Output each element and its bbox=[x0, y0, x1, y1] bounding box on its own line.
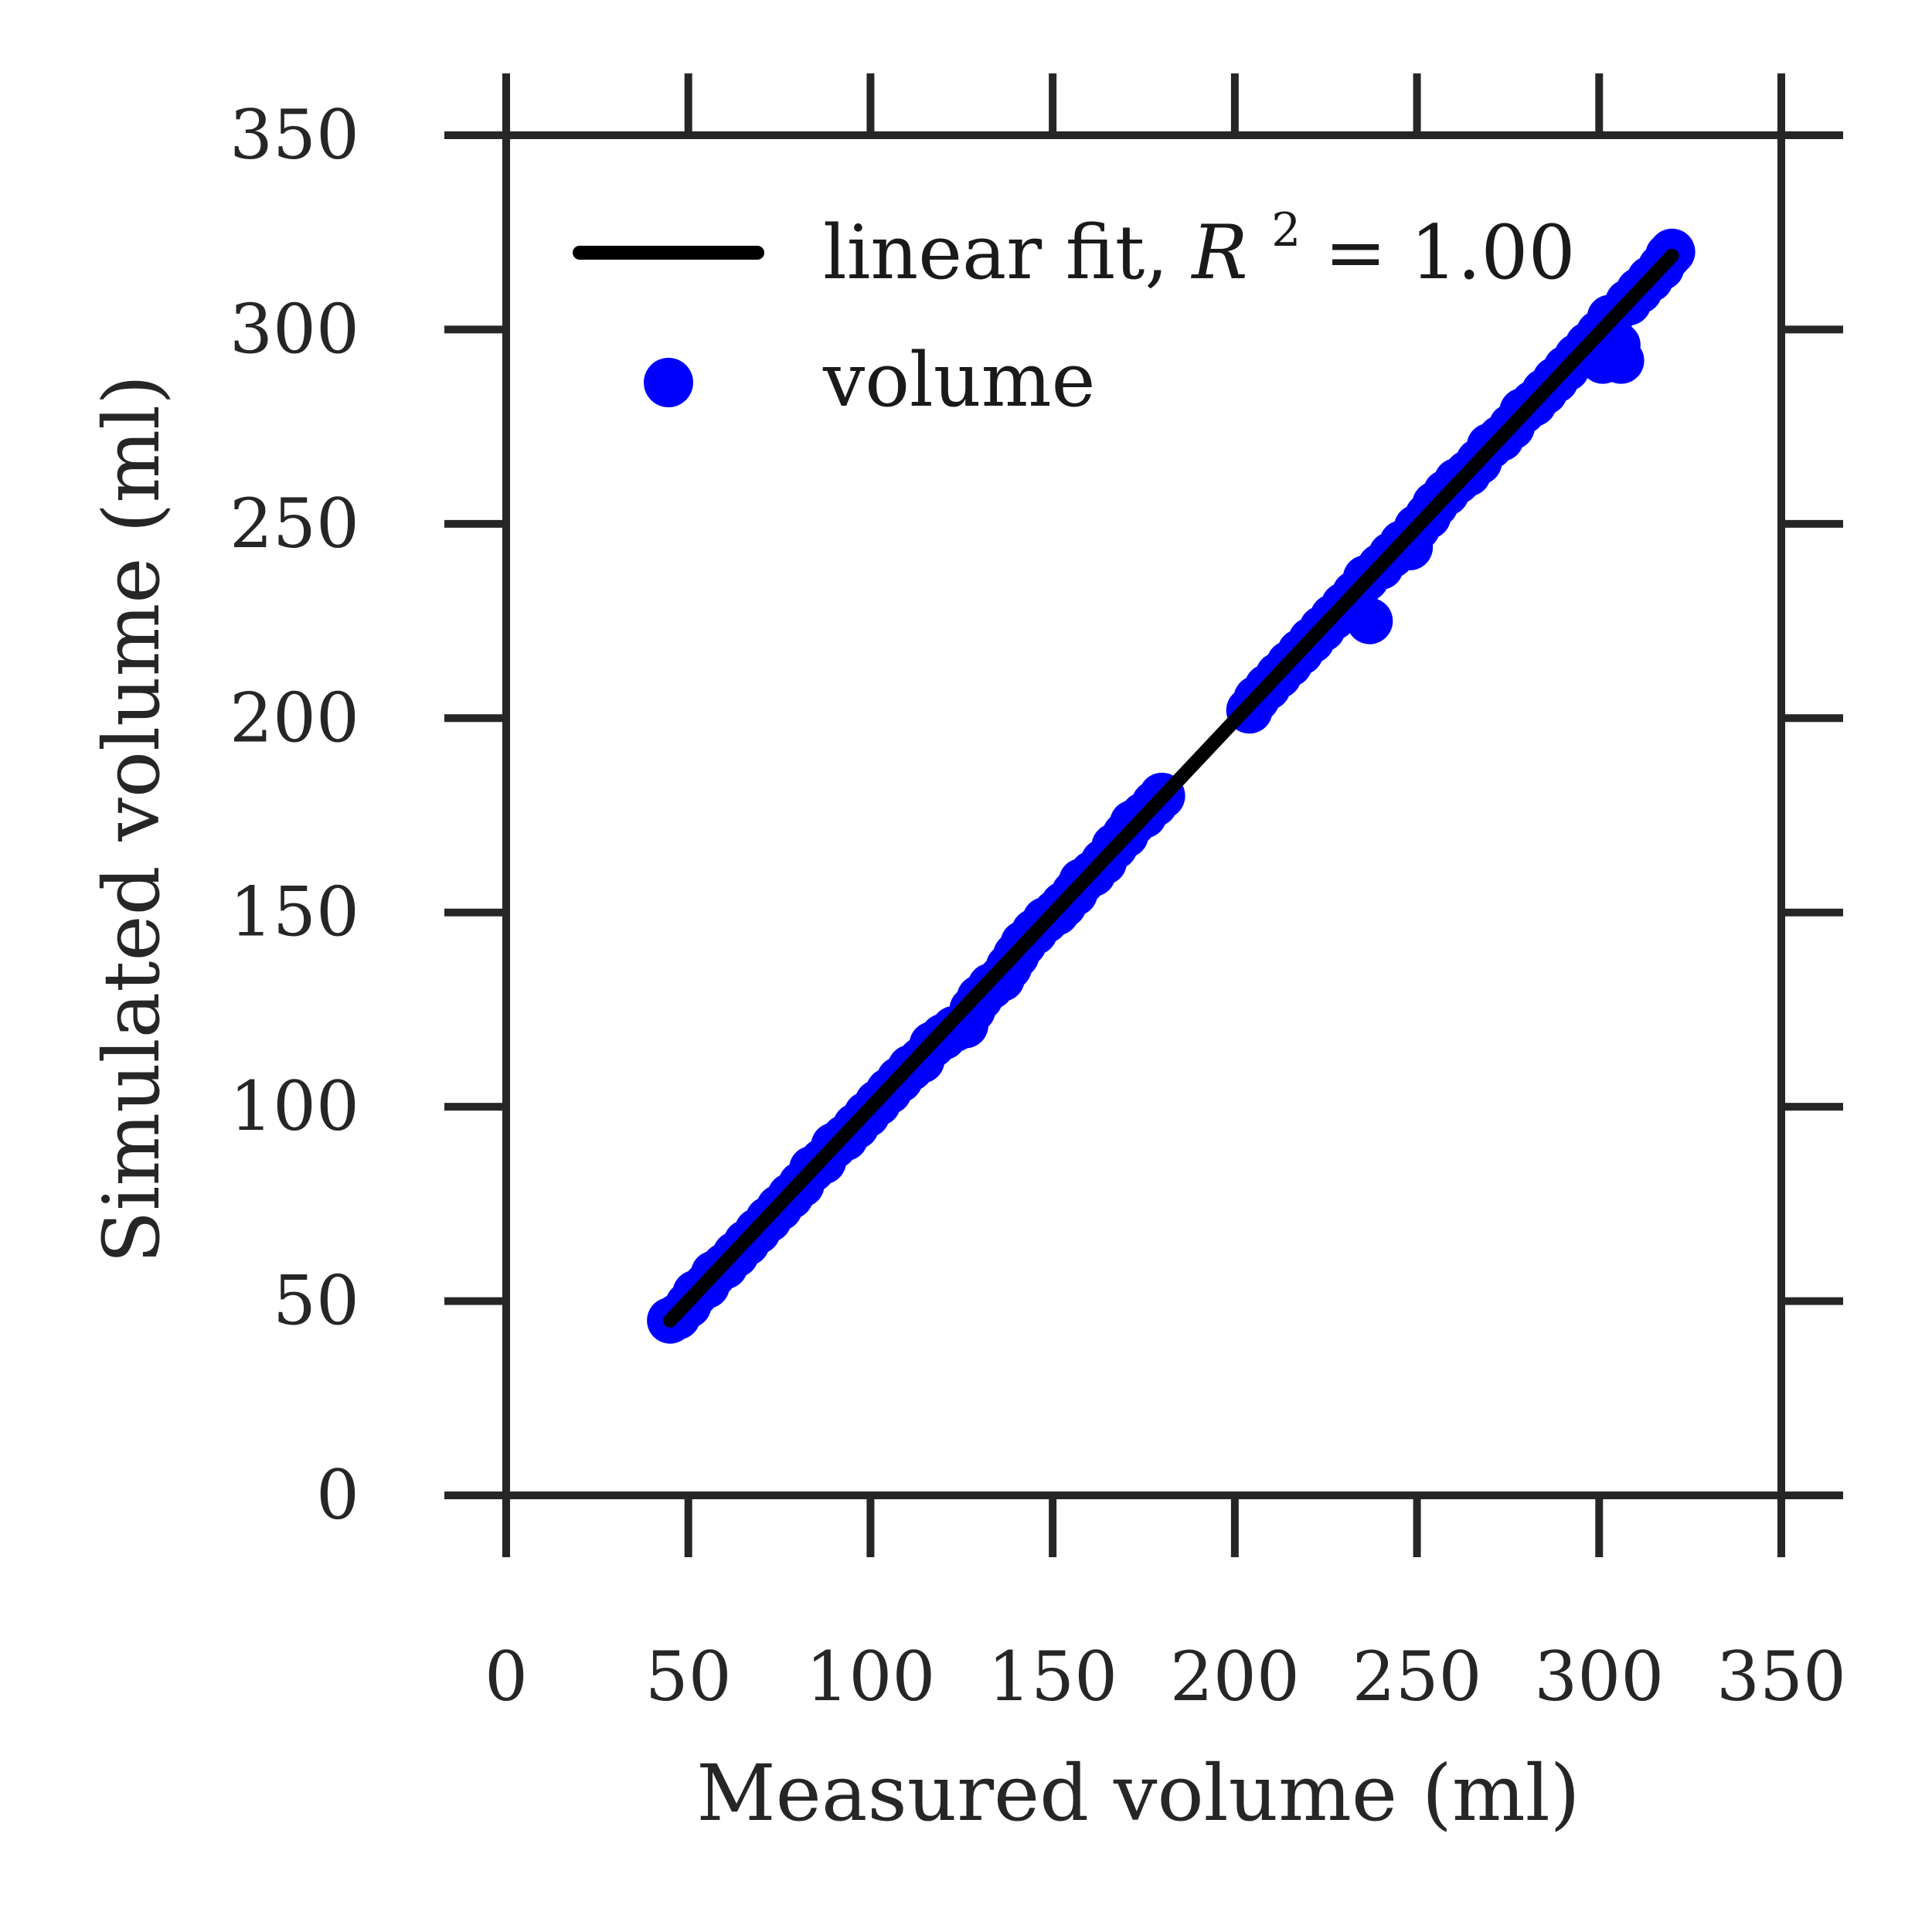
y-tick-label-300: 300 bbox=[230, 289, 359, 369]
y-tick-label-150: 150 bbox=[230, 872, 359, 952]
x-tick-label-350: 350 bbox=[1716, 1637, 1846, 1716]
legend-fit-exp: 2 bbox=[1271, 203, 1301, 257]
x-tick-label-100: 100 bbox=[805, 1637, 935, 1716]
x-tick-label-150: 150 bbox=[988, 1637, 1117, 1716]
legend-fit-r: R bbox=[1190, 209, 1247, 296]
axis-tick-labels: 0 50 100 150 200 250 300 350 0 50 100 150 200 250 300 3… bbox=[230, 95, 1846, 1716]
y-tick-label-200: 200 bbox=[230, 678, 359, 757]
x-tick-label-300: 300 bbox=[1534, 1637, 1664, 1716]
plot-frame bbox=[502, 131, 1785, 1499]
x-tick-label-0: 0 bbox=[485, 1637, 528, 1716]
legend-fit-suffix: = 1.00 bbox=[1325, 209, 1576, 296]
legend-volume-label: volume bbox=[822, 337, 1095, 423]
y-tick-label-350: 350 bbox=[230, 95, 359, 175]
legend: linear fit, R 2 = 1.00 volume bbox=[573, 177, 1576, 423]
y-tick-label-50: 50 bbox=[273, 1261, 359, 1341]
data-point bbox=[1346, 597, 1393, 645]
x-tick-label-250: 250 bbox=[1352, 1637, 1482, 1716]
data-point bbox=[1597, 337, 1645, 384]
fit-line-group bbox=[663, 248, 1679, 1328]
y-axis-title: Simulated volume (ml) bbox=[87, 375, 177, 1264]
x-tick-label-50: 50 bbox=[645, 1637, 732, 1716]
y-tick-label-100: 100 bbox=[230, 1066, 359, 1146]
legend-fit-prefix: linear fit, bbox=[823, 209, 1192, 296]
fit-line bbox=[663, 248, 1679, 1328]
plot-border bbox=[502, 131, 1785, 1499]
x-axis-title: Measured volume (ml) bbox=[696, 1748, 1580, 1838]
legend-volume-swatch bbox=[644, 358, 693, 407]
x-tick-label-200: 200 bbox=[1170, 1637, 1300, 1716]
legend-fit-label: linear fit, R 2 = 1.00 bbox=[823, 177, 1576, 296]
y-tick-label-250: 250 bbox=[230, 484, 359, 563]
y-tick-label-0: 0 bbox=[316, 1455, 359, 1535]
axis-ticks bbox=[444, 73, 1843, 1557]
